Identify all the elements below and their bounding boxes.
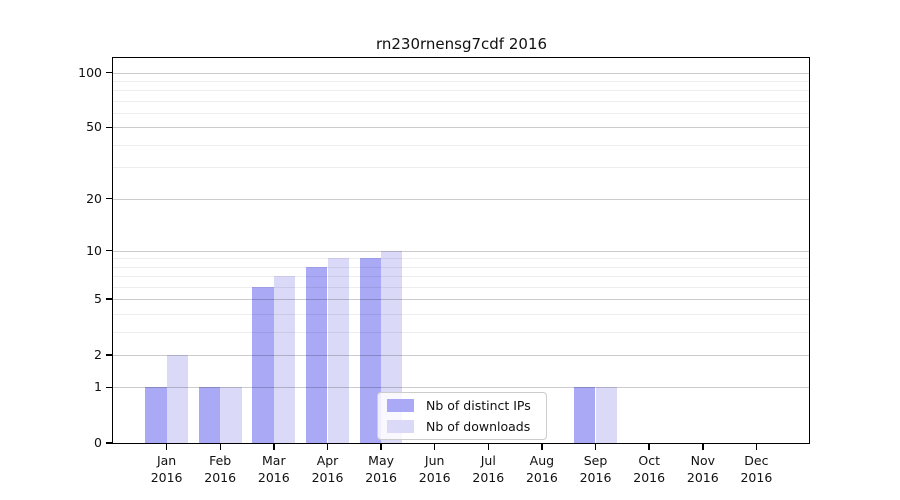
y-tick-label: 0 xyxy=(94,435,102,450)
gridline-minor xyxy=(113,258,810,260)
gridline-minor xyxy=(113,276,810,278)
plot-area xyxy=(113,58,810,443)
y-tick-label: 1 xyxy=(94,379,102,395)
x-tick-label: Jul 2016 xyxy=(472,453,505,485)
y-tick xyxy=(106,249,113,252)
gridline-minor xyxy=(113,144,810,146)
x-tick xyxy=(541,443,543,450)
gridline-minor xyxy=(113,100,810,102)
x-tick-label: Jun 2016 xyxy=(418,453,451,485)
gridline-minor xyxy=(113,286,810,288)
x-tick xyxy=(648,443,650,450)
gridline-major xyxy=(113,354,810,356)
gridline-major xyxy=(113,72,810,74)
y-tick xyxy=(106,442,113,444)
gridline-major xyxy=(113,198,810,200)
gridline-minor xyxy=(113,113,810,114)
x-tick-label: Sep 2016 xyxy=(579,453,612,485)
x-tick-label: Jan 2016 xyxy=(150,453,183,485)
x-tick xyxy=(380,443,382,450)
gridline-minor xyxy=(113,80,810,82)
x-tick-label: Apr 2016 xyxy=(311,453,344,485)
bar-distinct-ips xyxy=(306,266,328,443)
legend: Nb of distinct IPs Nb of downloads xyxy=(377,392,547,440)
bar-distinct-ips xyxy=(574,387,596,443)
legend-label-downloads: Nb of downloads xyxy=(426,418,531,434)
gridline-minor xyxy=(113,313,810,315)
y-tick-label: 10 xyxy=(86,242,102,258)
y-tick xyxy=(106,126,113,129)
bar-downloads xyxy=(220,387,242,443)
x-tick-label: Dec 2016 xyxy=(740,453,773,485)
gridline-major xyxy=(113,250,810,252)
bar-distinct-ips xyxy=(198,387,221,443)
x-tick xyxy=(594,443,597,450)
bar-distinct-ips xyxy=(145,387,167,443)
bar-downloads xyxy=(595,387,617,443)
y-tick xyxy=(106,71,113,74)
x-tick xyxy=(433,443,436,450)
bar-downloads xyxy=(327,258,349,443)
x-tick xyxy=(326,443,329,450)
bar-distinct-ips xyxy=(359,258,381,443)
x-tick-label: Feb 2016 xyxy=(204,453,237,485)
y-tick-label: 2 xyxy=(94,346,102,362)
x-tick-label: Mar 2016 xyxy=(257,453,290,485)
bar-downloads xyxy=(166,354,188,443)
x-tick-label: Aug 2016 xyxy=(525,453,558,485)
gridline-major xyxy=(113,387,810,389)
gridline-major xyxy=(113,127,810,129)
legend-item-downloads: Nb of downloads xyxy=(387,419,546,434)
bar-distinct-ips xyxy=(252,286,274,443)
x-tick xyxy=(273,443,275,450)
y-tick xyxy=(106,298,113,300)
x-tick-label: May 2016 xyxy=(365,453,397,485)
x-tick xyxy=(165,443,168,450)
y-tick-label: 5 xyxy=(94,291,102,307)
gridline-minor xyxy=(113,90,810,92)
legend-swatch-distinct-ips xyxy=(387,399,414,413)
legend-swatch-downloads xyxy=(387,419,414,433)
x-tick xyxy=(702,443,704,450)
x-tick xyxy=(219,443,221,450)
chart-title: rn230rnensg7cdf 2016 xyxy=(375,35,548,53)
gridline-minor xyxy=(113,167,810,169)
gridline-major xyxy=(113,299,810,301)
legend-item-distinct-ips: Nb of distinct IPs xyxy=(387,398,546,413)
y-tick-label: 100 xyxy=(78,64,102,80)
y-tick-label: 50 xyxy=(86,119,102,135)
gridline-minor xyxy=(113,331,810,333)
legend-label-distinct-ips: Nb of distinct IPs xyxy=(426,398,531,414)
gridline-minor xyxy=(113,266,810,268)
y-tick xyxy=(106,354,113,356)
y-tick xyxy=(106,386,113,389)
bar-downloads xyxy=(273,276,296,443)
x-tick xyxy=(487,443,490,450)
x-tick xyxy=(755,443,758,450)
y-tick xyxy=(106,197,113,200)
y-tick-label: 20 xyxy=(86,190,102,206)
x-tick-label: Nov 2016 xyxy=(686,453,719,485)
x-tick-label: Oct 2016 xyxy=(633,453,666,485)
